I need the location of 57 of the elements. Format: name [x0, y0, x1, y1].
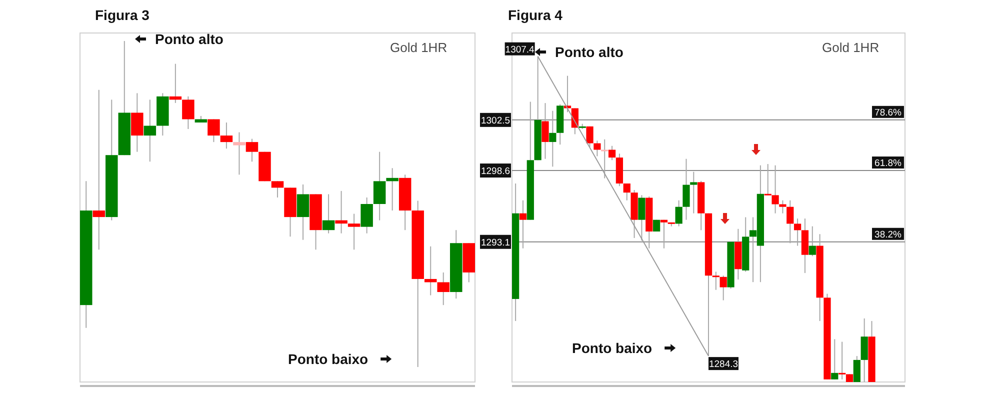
annotation: Ponto alto	[155, 31, 224, 47]
candlestick	[586, 126, 594, 148]
candlestick	[296, 184, 310, 240]
candlestick	[386, 168, 398, 212]
chart-title: Figura 4	[508, 7, 563, 23]
candlestick	[601, 138, 608, 179]
candlestick	[712, 271, 720, 290]
candlestick	[831, 338, 838, 380]
annotation: Ponto baixo	[572, 340, 652, 356]
candlestick	[208, 118, 220, 143]
annotation: Gold 1HR	[822, 40, 880, 55]
candlestick	[779, 200, 786, 214]
candlestick	[682, 158, 690, 220]
candlestick	[675, 200, 682, 227]
candlestick	[594, 140, 601, 157]
candlestick	[348, 213, 360, 250]
candlestick	[131, 92, 144, 152]
annotation: 78.6%	[874, 107, 902, 118]
candlestick	[335, 190, 348, 234]
candlestick	[424, 246, 437, 296]
candlestick	[860, 318, 868, 382]
candlestick	[360, 196, 373, 234]
candlestick	[794, 218, 802, 246]
data-label: 1284.3	[708, 359, 738, 370]
ref-line-label: 1302.5	[480, 115, 510, 126]
annotation: Gold 1HR	[390, 40, 448, 55]
candlestick	[144, 99, 156, 162]
candlestick	[373, 151, 386, 221]
annotation: 61.8%	[874, 158, 902, 170]
ref-line-label: 1293.1	[480, 237, 510, 248]
candlestick	[638, 194, 646, 242]
candlestick	[220, 122, 233, 150]
candlestick	[690, 171, 698, 214]
candlestick	[786, 200, 794, 244]
chart-title: Figura 3	[95, 7, 150, 23]
candlestick	[271, 180, 284, 198]
candlestick	[808, 226, 816, 257]
candlestick	[92, 89, 106, 250]
candlestick	[519, 200, 527, 249]
annotation: Ponto alto	[555, 44, 624, 60]
candlestick	[542, 102, 549, 160]
data-label: 1307.4	[505, 44, 534, 56]
candlestick	[233, 132, 246, 176]
candlestick	[853, 356, 860, 382]
candlestick	[322, 194, 335, 234]
annotation: Ponto baixo	[288, 351, 368, 367]
candlestick	[549, 110, 556, 168]
candlestick	[720, 275, 727, 301]
annotation: 38.2%	[874, 229, 902, 240]
candlestick	[437, 272, 450, 306]
candlestick	[660, 219, 668, 249]
candlestick	[608, 145, 616, 161]
candlestick	[623, 183, 630, 201]
candlestick	[246, 138, 258, 162]
candlestick	[182, 96, 194, 130]
ref-line-label: 1298.6	[480, 166, 510, 178]
candlestick	[169, 63, 182, 104]
